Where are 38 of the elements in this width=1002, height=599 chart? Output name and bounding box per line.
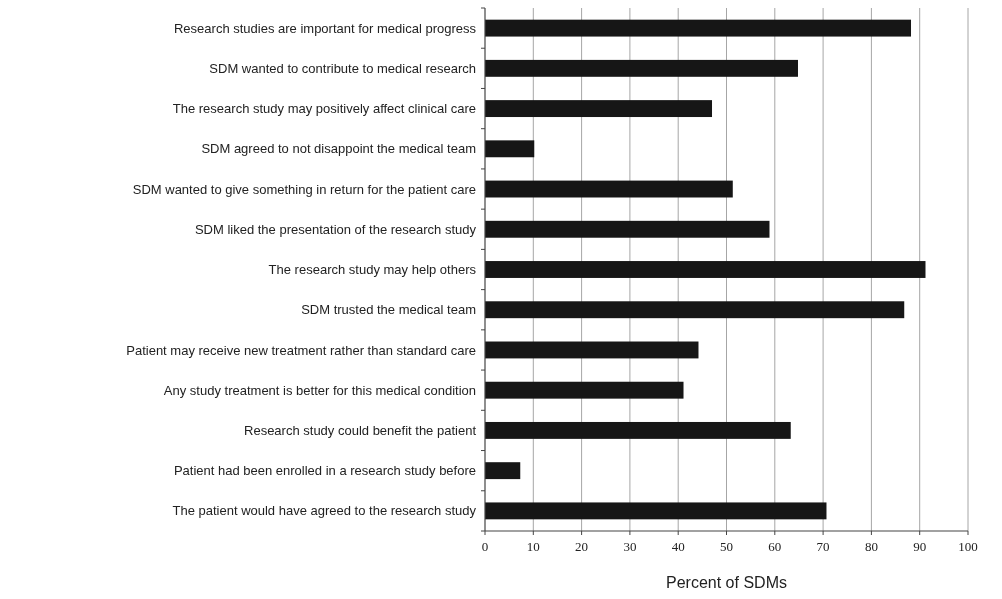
bar [485,381,684,399]
y-tick-label: Research study could benefit the patient [244,422,477,438]
bar [485,462,521,480]
y-tick-label: The research study may help others [268,262,477,278]
bar [485,180,733,198]
bar [485,59,798,77]
y-tick-label: SDM trusted the medical team [301,302,476,318]
bar [485,341,699,359]
x-tick-label: 60 [768,539,782,554]
x-tick-label: 20 [575,539,589,554]
y-tick-label: Patient had been enrolled in a research study before [173,463,476,479]
bar [485,100,713,118]
bar [485,140,535,158]
bar [485,502,827,520]
y-tick-label: Research studies are important for medical progress [173,20,477,36]
x-tick-label: 10 [526,539,540,554]
x-tick-label: 40 [671,539,685,554]
x-tick-label: 30 [623,539,637,554]
bar [485,220,770,238]
x-tick-label: 90 [913,539,927,554]
y-tick-label: The patient would have agreed to the research study [172,503,477,519]
x-tick-label: 50 [720,539,733,554]
y-tick-label: The research study may positively affect clinical care [172,101,476,117]
y-tick-label: SDM liked the presentation of the research study [194,221,477,237]
bar [485,421,791,439]
bar [485,261,926,278]
y-tick-label: SDM wanted to contribute to medical research [209,60,476,76]
y-tick-label: Patient may receive new treatment rather than standard care [126,342,476,358]
x-tick-label: 100 [958,539,978,554]
bar [485,19,912,37]
x-tick-label: 70 [816,539,830,554]
x-tick-label: 80 [864,539,878,554]
y-tick-label: SDM wanted to give something in return for the patient care [132,181,476,197]
y-tick-label: Any study treatment is better for this medical condition [163,382,476,398]
x-tick-label: 0 [481,539,489,554]
bar [485,301,905,319]
x-axis-title: Percent of SDMs [666,574,787,591]
y-tick-label: SDM agreed to not disappoint the medical team [201,141,476,157]
